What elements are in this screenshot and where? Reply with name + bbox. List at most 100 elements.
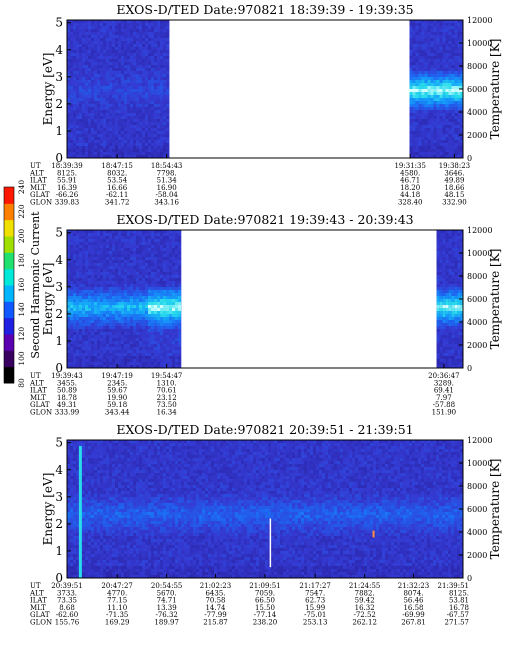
- table-cell: 5670.: [157, 589, 177, 597]
- table-cell: 14.74: [205, 604, 226, 612]
- y-tick-label: 3: [55, 490, 63, 504]
- table-cell: 8.68: [59, 604, 75, 612]
- row-label: MLT: [30, 394, 46, 402]
- table-cell: 70.58: [205, 597, 225, 605]
- table-cell: 7798.: [157, 169, 177, 177]
- streak: [269, 518, 272, 568]
- table-cell: 69.41: [434, 387, 454, 395]
- row-label: UT: [30, 582, 41, 590]
- colorbar-swatch: [4, 350, 14, 368]
- y-axis-label: Energy [eV]: [41, 263, 55, 336]
- y2-tick-label: 10000: [467, 459, 492, 468]
- table-cell: 18:39:39: [51, 162, 82, 170]
- colorbar-tick-label: 120: [17, 327, 26, 342]
- table-cell: 271.57: [445, 619, 470, 627]
- table-cell: 59.18: [107, 401, 127, 409]
- table-cell: 59.67: [107, 387, 127, 395]
- table-cell: 343.16: [154, 199, 179, 207]
- table-cell: 44.18: [400, 191, 420, 199]
- y-tick-label: 4: [55, 43, 63, 57]
- row-label: GLAT: [30, 191, 50, 199]
- table-cell: 328.40: [398, 199, 423, 207]
- y2-tick-label: 8000: [467, 272, 487, 281]
- y-tick-label: 3: [55, 70, 63, 84]
- colorbar-swatch: [4, 317, 14, 335]
- table-cell: 66.50: [255, 597, 275, 605]
- table-cell: 20:36:47: [428, 372, 459, 380]
- table-cell: 18.66: [444, 184, 465, 192]
- table-cell: 19.90: [107, 394, 127, 402]
- chart-title: EXOS-D/TED Date:970821 19:39:43 - 20:39:…: [116, 212, 413, 227]
- y-tick-label: 5: [55, 226, 63, 240]
- table-cell: 3733.: [57, 589, 77, 597]
- colorbar-tick-label: 160: [17, 278, 26, 293]
- table-cell: 253.13: [303, 619, 328, 627]
- table-cell: 21:09:51: [249, 582, 280, 590]
- colorbar-tick-label: 200: [17, 229, 26, 244]
- table-cell: 16.34: [157, 409, 178, 417]
- table-cell: 21:24:55: [349, 582, 380, 590]
- table-cell: 18.20: [400, 184, 420, 192]
- y2-tick-label: 8000: [467, 62, 487, 71]
- table-cell: 262.12: [352, 619, 377, 627]
- table-cell: 7547.: [305, 589, 325, 597]
- table-cell: 16.39: [57, 184, 77, 192]
- table-cell: -67.57: [447, 611, 469, 619]
- panel-3: EXOS-D/TED Date:970821 20:39:51 - 21:39:…: [29, 422, 502, 627]
- table-cell: 13.39: [157, 604, 177, 612]
- table-cell: 18:47:15: [101, 162, 132, 170]
- y2-tick-label: 6000: [467, 85, 487, 94]
- y2-axis-label: Temperature [K]: [488, 39, 502, 140]
- table-cell: -62.11: [106, 191, 128, 199]
- row-label: GLON: [30, 199, 52, 207]
- y2-tick-label: 10000: [467, 249, 492, 258]
- y2-tick-label: 4000: [467, 528, 487, 537]
- table-cell: 21:02:23: [200, 582, 231, 590]
- y2-tick-label: 2000: [467, 341, 487, 350]
- table-cell: 49.89: [444, 177, 464, 185]
- table-cell: 8032.: [107, 169, 127, 177]
- table-cell: 49.31: [57, 401, 77, 409]
- y2-tick-label: 12000: [467, 436, 492, 445]
- y-tick-label: 2: [55, 307, 63, 321]
- table-cell: 215.87: [203, 619, 228, 627]
- y-tick-label: 5: [55, 16, 63, 30]
- table-cell: 8074.: [403, 589, 423, 597]
- table-cell: 18:54:43: [151, 162, 182, 170]
- table-cell: 16.78: [449, 604, 469, 612]
- colorbar-tick-label: 80: [17, 378, 26, 388]
- table-cell: 16.66: [107, 184, 128, 192]
- table-cell: 339.83: [55, 199, 80, 207]
- y2-tick-label: 4000: [467, 318, 487, 327]
- table-cell: 48.15: [444, 191, 464, 199]
- row-label: ALT: [29, 169, 44, 177]
- row-label: ILAT: [30, 177, 47, 185]
- table-cell: -75.01: [304, 611, 326, 619]
- y2-tick-label: 6000: [467, 505, 487, 514]
- y2-axis-label: Temperature [K]: [488, 459, 502, 560]
- colorbar-swatch: [4, 285, 14, 302]
- row-label: ILAT: [30, 387, 47, 395]
- table-cell: 77.15: [107, 597, 127, 605]
- y2-tick-label: 12000: [467, 16, 492, 25]
- table-cell: 333.99: [55, 409, 80, 417]
- y-tick-label: 5: [55, 436, 63, 450]
- y-tick-label: 4: [55, 253, 63, 267]
- table-cell: 20:39:51: [51, 582, 82, 590]
- colorbar-swatch: [4, 366, 14, 384]
- table-cell: -76.32: [155, 611, 177, 619]
- table-cell: 19:31:35: [394, 162, 425, 170]
- table-cell: 20:54:55: [151, 582, 182, 590]
- table-cell: 73.35: [57, 597, 77, 605]
- chart-title: EXOS-D/TED Date:970821 20:39:51 - 21:39:…: [116, 422, 413, 437]
- table-cell: 3455.: [57, 379, 77, 387]
- table-cell: 8125.: [57, 169, 77, 177]
- streak: [372, 530, 375, 538]
- colorbar-tick-label: 240: [17, 180, 26, 195]
- colorbar-swatch: [4, 236, 14, 253]
- y2-tick-label: 10000: [467, 39, 492, 48]
- table-cell: 21:32:23: [398, 582, 429, 590]
- table-cell: -72.52: [353, 611, 375, 619]
- table-cell: 21:17:27: [299, 582, 330, 590]
